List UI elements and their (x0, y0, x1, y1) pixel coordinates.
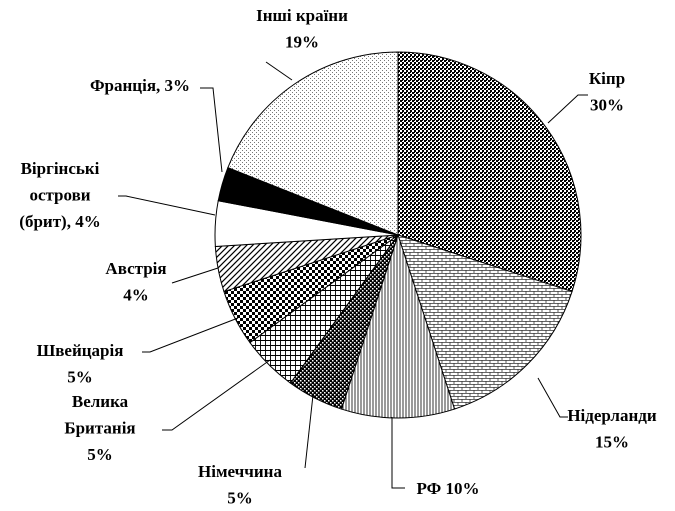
slice-label: Німеччина (198, 462, 282, 481)
pie-slice (340, 233, 456, 419)
slice-label: Кіпр (589, 69, 625, 88)
pie-slice (227, 51, 399, 236)
leader-line (142, 317, 239, 353)
slice-label: 5% (67, 367, 93, 386)
leader-line (162, 359, 271, 431)
slice-label: 5% (87, 445, 113, 464)
slice-label: РФ 10% (417, 479, 480, 498)
slice-label: Швейцарія (37, 341, 124, 360)
slice-label: 19% (285, 32, 319, 51)
leader-line (391, 417, 405, 489)
slice-label: Нідерланди (567, 406, 657, 425)
leader-line (171, 267, 219, 284)
leader-line (304, 394, 314, 469)
leader-line (118, 195, 216, 216)
slice-label: Інші країни (256, 6, 348, 25)
leader-line (265, 61, 293, 81)
slice-label: острови (29, 185, 90, 204)
slice-label: Віргінські (21, 159, 100, 178)
slice-label: 5% (227, 488, 253, 507)
slice-label: 4% (123, 285, 149, 304)
slice-label: Британія (64, 418, 135, 437)
slice-label: 15% (595, 432, 629, 451)
slice-label: 30% (590, 95, 624, 114)
pie-slice (397, 234, 573, 410)
leader-line (547, 94, 588, 124)
slice-label: Велика (72, 392, 129, 411)
slice-label: (брит), 4% (19, 212, 100, 231)
leader-line (537, 377, 568, 418)
slice-label: Франція, 3% (90, 76, 190, 95)
pie-slice (397, 51, 582, 293)
slice-label: Австрія (105, 259, 166, 278)
leader-line (200, 87, 223, 173)
